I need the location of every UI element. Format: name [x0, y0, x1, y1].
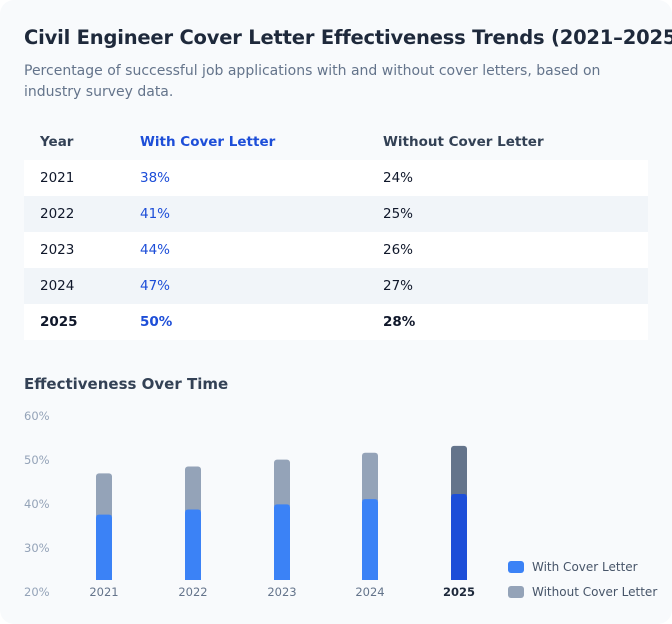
y-tick-label: 30% — [24, 541, 50, 555]
legend-item-with: With Cover Letter — [508, 560, 638, 574]
legend-swatch-without — [508, 586, 524, 598]
y-tick-label: 60% — [24, 409, 50, 423]
page-subtitle: Percentage of successful job application… — [24, 63, 601, 100]
data-table: Year With Cover Letter Without Cover Let… — [24, 124, 648, 340]
cell-without: 25% — [383, 206, 414, 222]
cell-with: 47% — [140, 278, 171, 294]
cell-without: 28% — [383, 314, 416, 330]
legend-label: With Cover Letter — [532, 560, 638, 574]
cell-without: 27% — [383, 278, 414, 294]
table-header: Year With Cover Letter Without Cover Let… — [24, 124, 648, 160]
cell-year: 2025 — [40, 314, 78, 330]
y-tick-label: 50% — [24, 453, 50, 467]
cell-with: 44% — [140, 242, 171, 258]
table-row: 2024 47% 27% — [24, 268, 648, 304]
bar-with-2022 — [185, 509, 201, 580]
bar-without-2023 — [274, 459, 290, 509]
x-tick-label: 2022 — [178, 585, 207, 599]
bar-with-2025 — [451, 494, 467, 580]
bar-without-2024 — [362, 452, 378, 504]
x-tick-label: 2021 — [89, 585, 118, 599]
bar-with-2023 — [274, 504, 290, 580]
legend-swatch-with — [508, 561, 524, 573]
x-tick-label: 2023 — [267, 585, 296, 599]
cell-without: 24% — [383, 170, 414, 186]
cell-with: 41% — [140, 206, 171, 222]
header-year: Year — [40, 134, 74, 150]
table-row: 2025 50% 28% — [24, 304, 648, 340]
legend-item-without: Without Cover Letter — [508, 585, 657, 599]
header-with: With Cover Letter — [140, 134, 276, 150]
cell-year: 2021 — [40, 170, 75, 186]
table-row: 2021 38% 24% — [24, 160, 648, 196]
bar-with-2021 — [96, 514, 112, 580]
bar-without-2022 — [185, 466, 201, 514]
bar-without-2025 — [451, 445, 467, 498]
bar-without-2021 — [96, 473, 112, 519]
y-tick-label: 40% — [24, 497, 50, 511]
chart-title: Effectiveness Over Time — [24, 375, 229, 393]
header-without: Without Cover Letter — [383, 134, 544, 150]
cell-year: 2024 — [40, 278, 75, 294]
x-tick-label: 2025 — [443, 585, 475, 599]
table-row: 2023 44% 26% — [24, 232, 648, 268]
cell-year: 2022 — [40, 206, 75, 222]
x-tick-label: 2024 — [355, 585, 384, 599]
table-row: 2022 41% 25% — [24, 196, 648, 232]
page-title: Civil Engineer Cover Letter Effectivenes… — [24, 26, 672, 49]
cell-with: 50% — [140, 314, 173, 330]
cell-without: 26% — [383, 242, 414, 258]
y-tick-label: 20% — [24, 585, 50, 599]
cell-with: 38% — [140, 170, 171, 186]
bar-with-2024 — [362, 499, 378, 580]
legend-label: Without Cover Letter — [532, 585, 658, 599]
cell-year: 2023 — [40, 242, 75, 258]
